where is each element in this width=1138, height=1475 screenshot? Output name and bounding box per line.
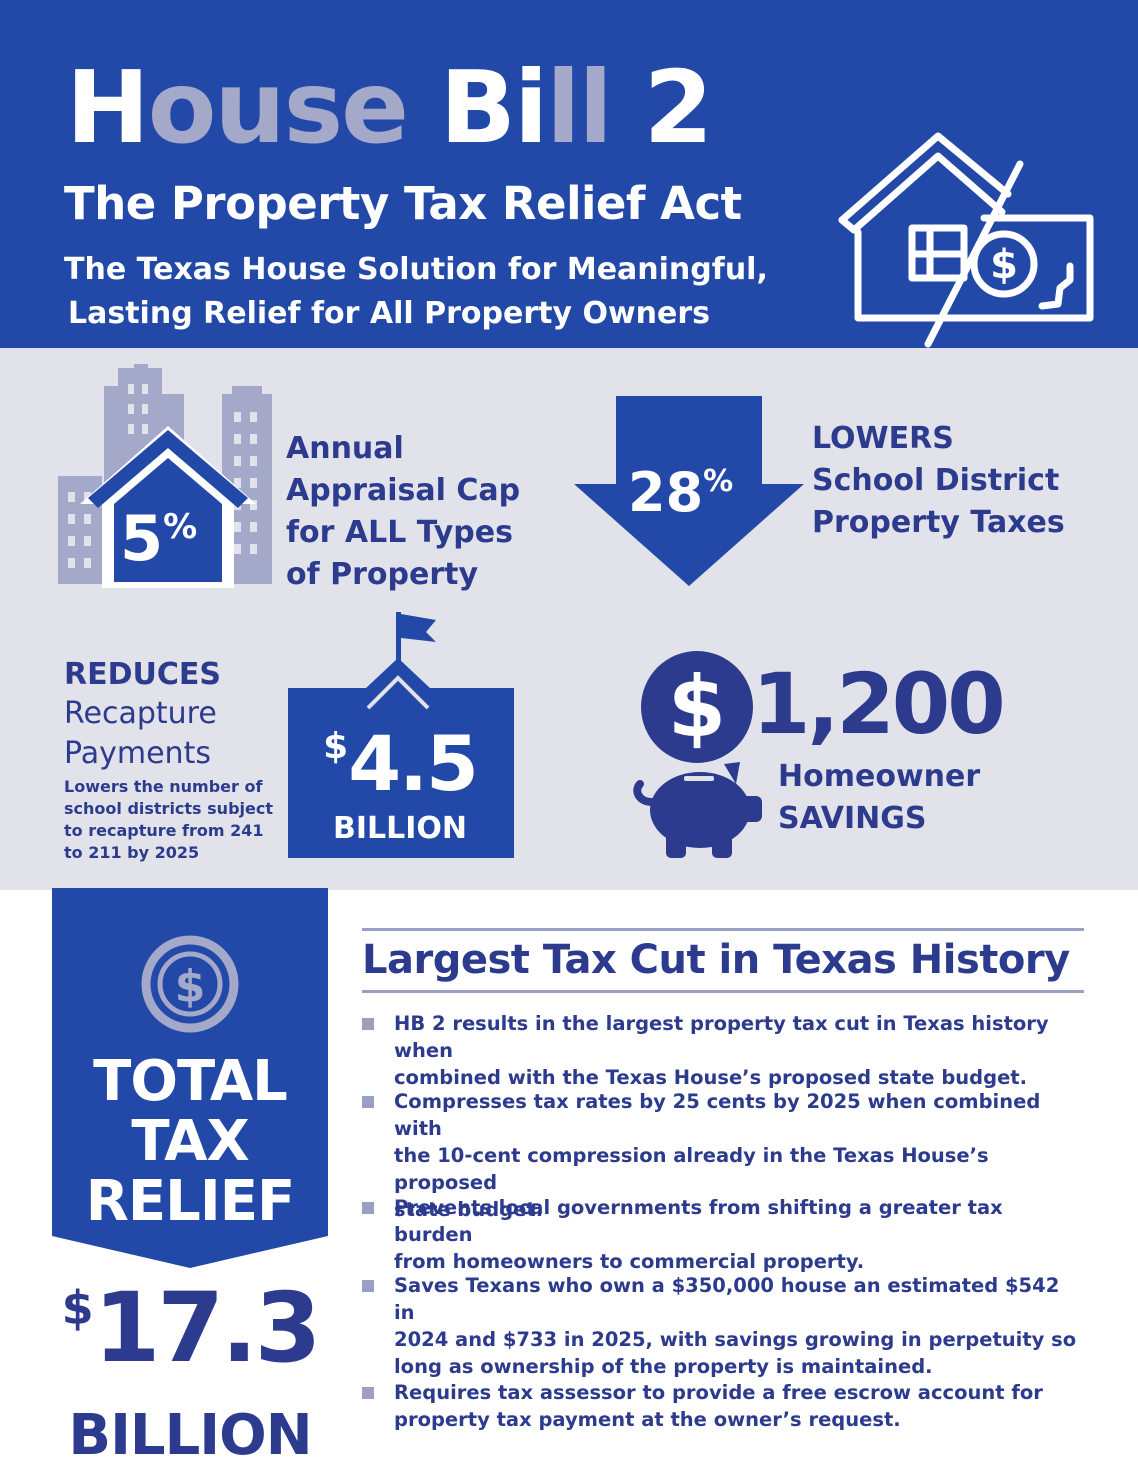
recapture-amount: $4.5 <box>323 719 479 808</box>
school-building-icon <box>288 612 514 858</box>
bullet-marker <box>362 1387 374 1399</box>
appraisal-percent: 5% <box>120 502 198 575</box>
tagline: The Texas House Solution for Meaningful,… <box>64 252 768 331</box>
bullet-marker <box>362 1202 374 1214</box>
header-banner <box>0 0 1138 348</box>
house-money-icon: $ <box>838 132 1094 348</box>
appraisal-cap-text: Annual Appraisal Cap for ALL Types of Pr… <box>286 431 521 592</box>
svg-text:$: $ <box>990 242 1018 288</box>
bullet-marker <box>362 1280 374 1292</box>
page-title: House Bill 2 <box>66 49 713 166</box>
total-relief-title: TOTAL TAX RELIEF <box>85 1049 295 1234</box>
svg-text:$: $ <box>175 961 206 1012</box>
stats-band <box>0 348 1138 890</box>
school-tax-percent: 28% <box>628 461 734 524</box>
section-rule-top <box>362 928 1084 931</box>
school-tax-text: LOWERS School District Property Taxes <box>812 421 1065 540</box>
homeowner-savings-amount: 1,200 <box>752 655 1006 753</box>
down-arrow-icon <box>574 396 804 586</box>
homeowner-savings-text: Homeowner SAVINGS <box>778 759 981 836</box>
dollar-coin-icon: $ <box>641 651 753 763</box>
total-relief-amount: $17.3 BILLION <box>61 1272 322 1468</box>
piggy-bank-icon <box>633 762 762 858</box>
bullet-marker <box>362 1018 374 1030</box>
bullet-marker <box>362 1096 374 1108</box>
total-relief-banner: $ <box>52 888 328 1268</box>
city-house-icon <box>58 364 272 588</box>
recapture-amount-unit: BILLION <box>332 811 468 846</box>
recapture-text: REDUCES Recapture Payments Lowers the nu… <box>64 657 273 862</box>
svg-text:$: $ <box>668 658 726 756</box>
page-subtitle: The Property Tax Relief Act <box>64 177 742 230</box>
section-title: Largest Tax Cut in Texas History <box>362 937 1070 983</box>
section-rule-bottom <box>362 990 1084 993</box>
